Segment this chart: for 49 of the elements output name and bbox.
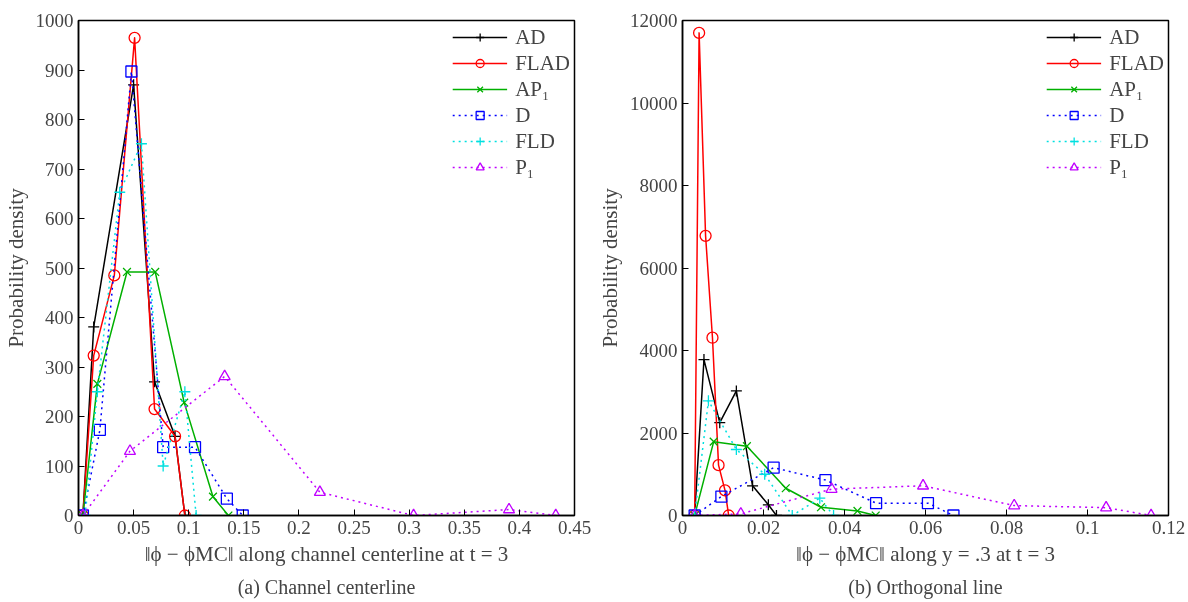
y-tick-label: 12000 — [630, 10, 678, 31]
legend-label: AD — [515, 24, 546, 50]
x-tick-label: 0.04 — [827, 516, 862, 538]
legend-label: FLAD — [1109, 50, 1164, 76]
legend-label: FLD — [515, 128, 555, 154]
x-tick-label: 0.15 — [227, 516, 261, 538]
text: (b) Orthogonal line — [848, 575, 1003, 599]
y-tick-label: 400 — [45, 307, 74, 328]
y-tick-label: 800 — [45, 109, 74, 130]
legend-label: D — [515, 102, 532, 128]
x-tick-label: 0.02 — [746, 516, 781, 538]
x-tick-label: 0.1 — [1075, 516, 1100, 538]
x-tick-label: 0.4 — [507, 516, 532, 538]
y-tick-label: 600 — [45, 208, 74, 229]
y-axis-title: Probability density — [598, 187, 622, 348]
legend-label: AD — [1109, 24, 1140, 50]
legend-label: AP₁ — [515, 76, 550, 102]
legend-label: FLD — [1109, 128, 1149, 154]
x-axis-title: ‖ϕ − ϕMC‖ along channel centerline at t = 3 — [144, 541, 509, 566]
y-tick-label: 700 — [45, 158, 74, 180]
x-tick-label: 0.05 — [116, 516, 151, 538]
y-tick-label: 8000 — [639, 175, 678, 196]
x-tick-label: 0.25 — [337, 516, 371, 538]
x-tick-label: 0.35 — [447, 516, 481, 538]
x-tick-label: 0.2 — [287, 516, 311, 538]
y-tick-label: 200 — [45, 406, 74, 427]
y-tick-label: 1000 — [35, 10, 74, 31]
legend-label: P₁ — [515, 154, 536, 180]
x-tick-label: 0.3 — [397, 516, 422, 538]
legend-label: D — [1109, 102, 1126, 128]
y-tick-label: 10000 — [630, 92, 678, 114]
y-tick-label: 2000 — [639, 422, 678, 444]
y-tick-label: 900 — [45, 59, 74, 81]
x-axis-title: ‖ϕ − ϕMC‖ along y = .3 at t = 3 — [796, 541, 1056, 566]
y-tick-label: 4000 — [639, 340, 678, 361]
text: (a) Channel centerline — [237, 575, 416, 599]
x-tick-label: 0.08 — [989, 516, 1024, 538]
x-tick-label: 0.06 — [908, 516, 943, 538]
y-axis-title: Probability density — [3, 187, 28, 348]
legend-label: AP₁ — [1109, 76, 1144, 102]
y-tick-label: 500 — [45, 257, 74, 279]
y-tick-label: 6000 — [639, 257, 678, 279]
y-tick-label: 100 — [45, 455, 74, 477]
x-tick-label: 0.1 — [176, 516, 201, 538]
legend-label: P₁ — [1109, 154, 1130, 180]
x-tick-label: 0.45 — [557, 516, 592, 538]
legend-label: FLAD — [515, 50, 570, 76]
x-tick-label: 0.12 — [1151, 516, 1186, 538]
y-tick-label: 300 — [45, 356, 74, 378]
